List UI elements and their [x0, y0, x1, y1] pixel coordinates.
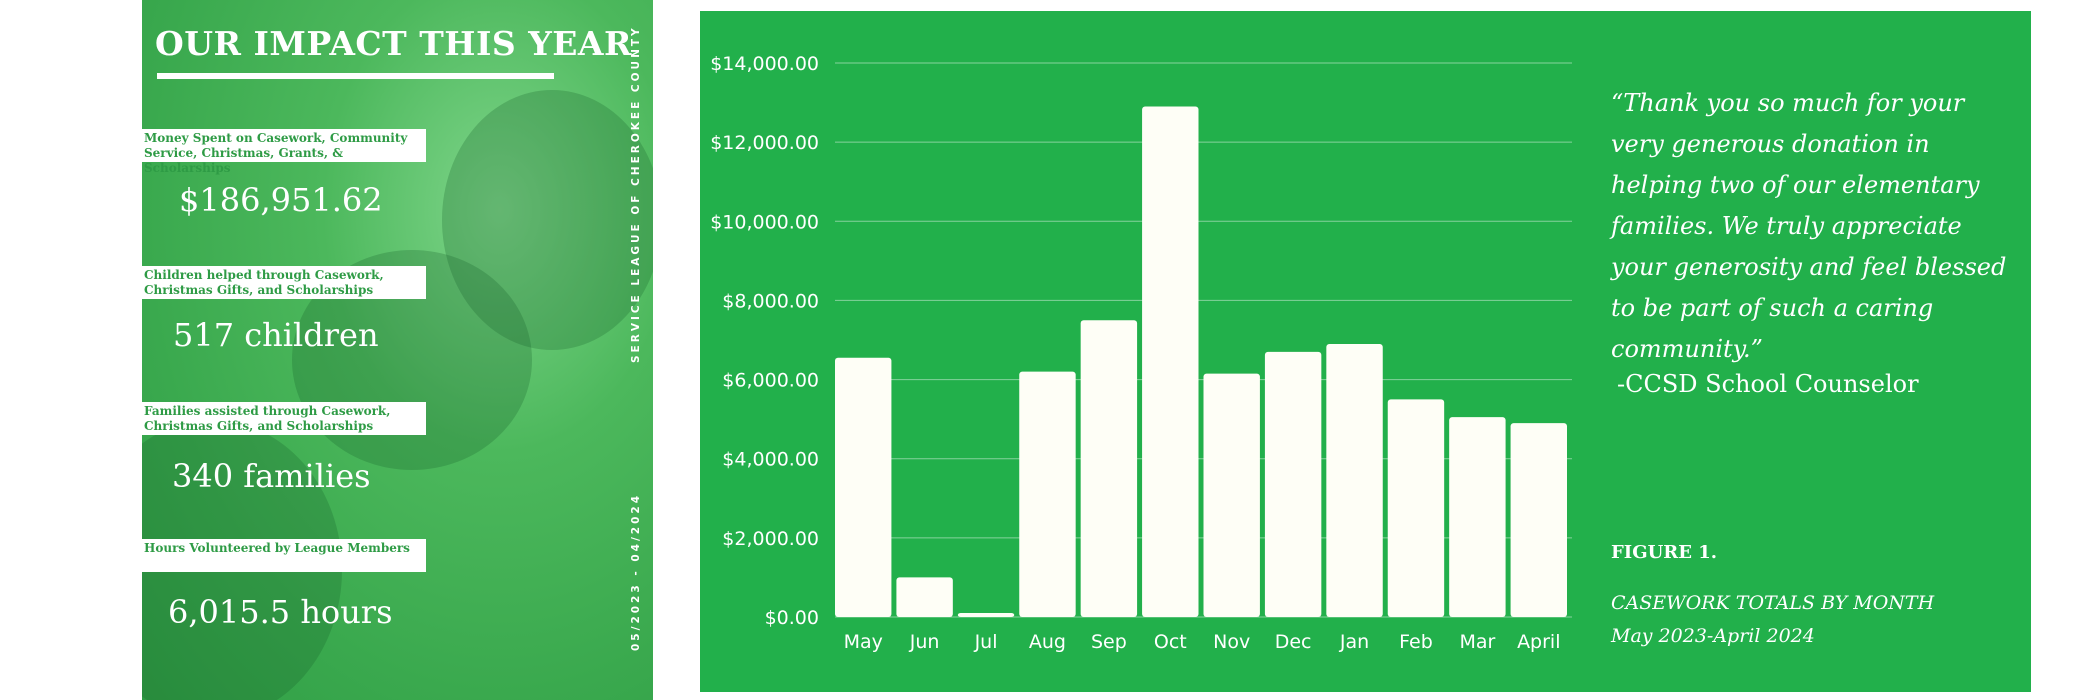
date-range: 05/2023 - 04/2024	[630, 492, 642, 651]
impact-title: OUR IMPACT THIS YEAR	[155, 24, 632, 63]
y-tick-label: $14,000.00	[710, 53, 819, 75]
stat-value-families: 340 families	[172, 457, 371, 495]
x-tick-label: Jun	[909, 631, 940, 653]
organization-name: SERVICE LEAGUE OF CHEROKEE COUNTY	[630, 25, 642, 363]
stat-value-hours: 6,015.5 hours	[168, 593, 393, 631]
x-tick-label: Mar	[1459, 631, 1495, 653]
x-tick-label: Jul	[974, 631, 998, 653]
y-tick-label: $2,000.00	[722, 528, 819, 550]
y-tick-label: $12,000.00	[710, 132, 819, 154]
title-underline	[157, 73, 554, 79]
bar	[896, 577, 953, 617]
bar	[957, 613, 1015, 617]
bar	[1264, 351, 1322, 617]
bar	[1203, 373, 1260, 617]
x-tick-label: Feb	[1399, 631, 1433, 653]
quote-author: -CCSD School Counselor	[1617, 370, 1919, 398]
x-tick-label: April	[1517, 631, 1560, 653]
figure-caption-title: CASEWORK TOTALS BY MONTH	[1611, 592, 1935, 614]
bar	[1510, 423, 1567, 617]
figure-caption: CASEWORK TOTALS BY MONTH May 2023-April …	[1611, 587, 2011, 653]
figure-label: FIGURE 1.	[1611, 542, 1718, 563]
stat-label-families: Families assisted through Casework, Chri…	[142, 402, 426, 435]
x-tick-label: Oct	[1154, 631, 1187, 653]
y-tick-label: $10,000.00	[710, 211, 819, 233]
impact-panel: OUR IMPACT THIS YEAR Money Spent on Case…	[142, 0, 653, 700]
stat-label-money: Money Spent on Casework, Community Servi…	[142, 129, 426, 175]
y-tick-label: $4,000.00	[722, 449, 819, 471]
x-tick-label: May	[844, 631, 883, 653]
x-tick-label: Dec	[1275, 631, 1312, 653]
bar	[835, 357, 892, 617]
testimonial-quote: “Thank you so much for your very generou…	[1611, 89, 2007, 363]
x-tick-label: Jan	[1339, 631, 1369, 653]
y-tick-label: $6,000.00	[722, 370, 819, 392]
figure-caption-dates: May 2023-April 2024	[1611, 625, 1815, 647]
bar	[1142, 106, 1199, 618]
stat-label-hours: Hours Volunteered by League Members	[142, 539, 426, 572]
stat-label-children: Children helped through Casework, Christ…	[142, 266, 426, 299]
x-tick-label: Sep	[1091, 631, 1127, 653]
chart-panel: $0.00 $2,000.00 $4,000.00 $6,000.00 $8,000.0…	[700, 11, 2031, 692]
x-tick-label: Nov	[1213, 631, 1250, 653]
bar	[1449, 417, 1506, 617]
bar	[1387, 399, 1445, 617]
y-tick-label: $0.00	[765, 607, 819, 629]
bar	[1080, 320, 1138, 617]
x-tick-label: Aug	[1029, 631, 1066, 653]
stat-value-children: 517 children	[173, 316, 379, 354]
bar	[1326, 343, 1383, 617]
bar	[1019, 371, 1076, 617]
casework-bar-chart: $0.00 $2,000.00 $4,000.00 $6,000.00 $8,000.0…	[710, 53, 1572, 653]
background-shape	[442, 90, 653, 350]
y-tick-label: $8,000.00	[722, 290, 819, 312]
stat-value-money: $186,951.62	[179, 181, 383, 219]
